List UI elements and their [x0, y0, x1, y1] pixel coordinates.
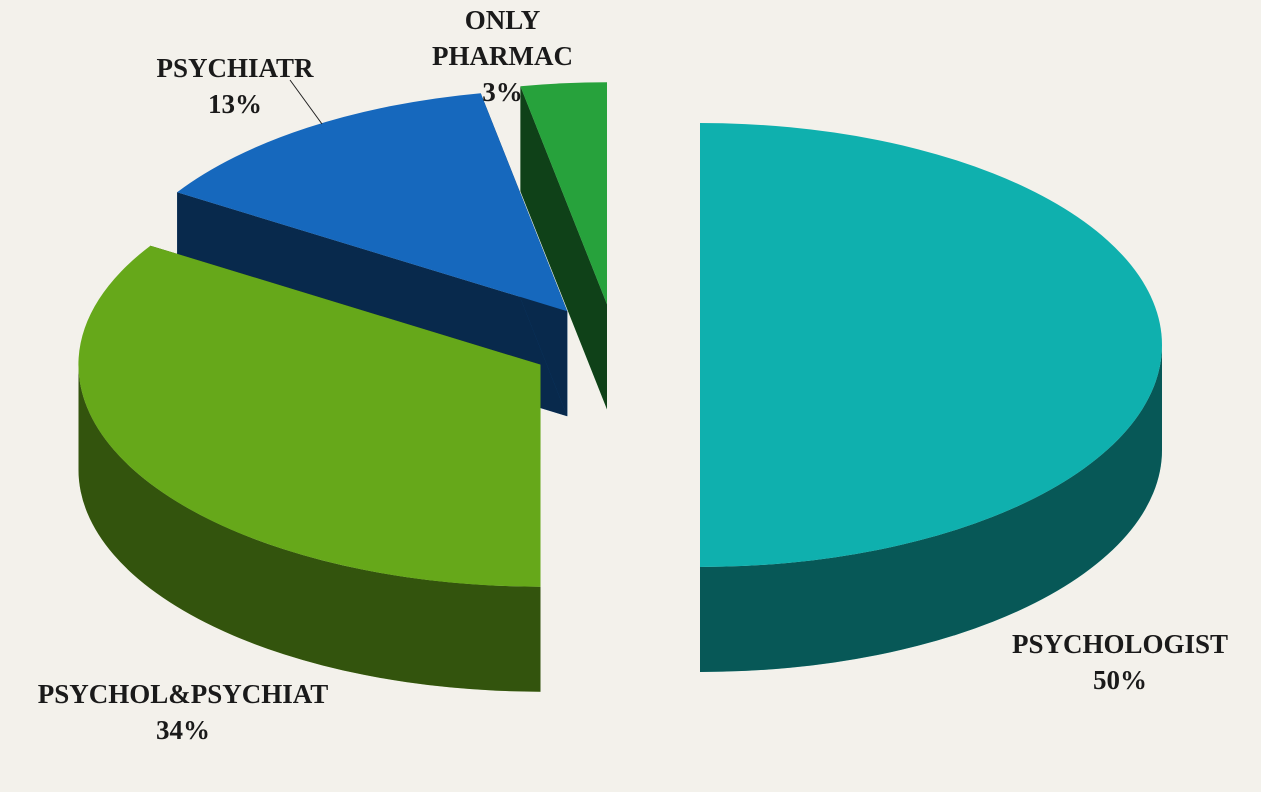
leader-line: [289, 79, 323, 125]
label: PSYCHIATR 13%: [130, 50, 340, 122]
value-label: 3%: [482, 77, 523, 107]
slice-wall-shade: [520, 86, 608, 410]
slice-top: [520, 82, 608, 305]
value-label: 34%: [156, 715, 210, 745]
value-label: 50%: [1093, 665, 1147, 695]
value-label: 13%: [208, 89, 262, 119]
slice: [520, 82, 608, 410]
slice-side-shade: [78, 364, 541, 692]
category-label: PSYCHOLOGIST: [1011, 629, 1229, 659]
category-label: ONLY PHARMAC: [432, 5, 573, 71]
slice: [78, 245, 541, 692]
slice-top: [700, 123, 1162, 567]
category-label: PSYCHIATR: [156, 53, 314, 83]
slice-top: [177, 93, 568, 312]
slice-top: [78, 245, 541, 587]
category-label: PSYCHOL&PSYCHIAT: [37, 679, 329, 709]
slice: [700, 123, 1162, 672]
label: ONLY PHARMAC 3%: [410, 2, 595, 110]
slice-side-shade: [700, 345, 1162, 672]
label: PSYCHOLOGIST 50%: [985, 626, 1255, 698]
label: PSYCHOL&PSYCHIAT 34%: [12, 676, 354, 748]
